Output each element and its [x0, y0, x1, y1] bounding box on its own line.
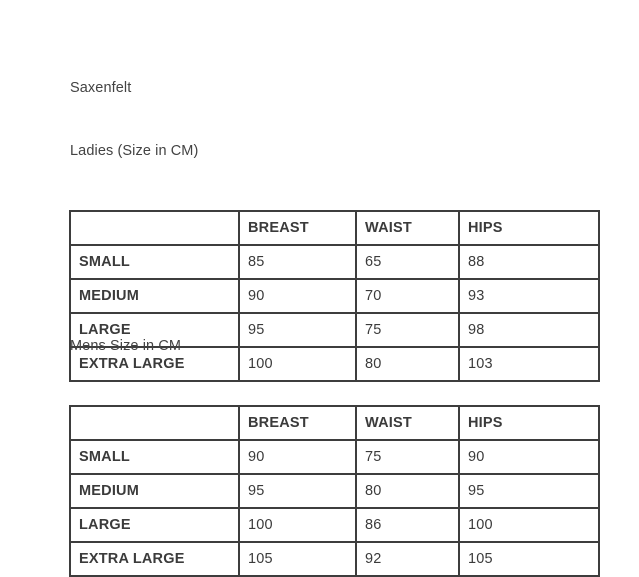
mens-extra-large-waist: 92 [355, 541, 460, 577]
ladies-medium-breast: 90 [238, 278, 357, 314]
mens-row-label-extra-large: EXTRA LARGE [69, 541, 240, 577]
table-row: EXTRA LARGE 100 80 103 [69, 346, 600, 382]
table-row: MEDIUM 90 70 93 [69, 278, 600, 314]
ladies-large-breast: 95 [238, 312, 357, 348]
ladies-caption-subtitle: Ladies (Size in CM) [70, 143, 199, 159]
ladies-header-breast: BREAST [238, 210, 357, 246]
ladies-extra-large-hips: 103 [458, 346, 600, 382]
ladies-row-label-medium: MEDIUM [69, 278, 240, 314]
ladies-extra-large-waist: 80 [355, 346, 460, 382]
mens-row-label-medium: MEDIUM [69, 473, 240, 509]
mens-header-breast: BREAST [238, 405, 357, 441]
table-header-row: BREAST WAIST HIPS [69, 210, 600, 246]
ladies-large-waist: 75 [355, 312, 460, 348]
brand-name: Saxenfelt [70, 80, 132, 96]
mens-medium-hips: 95 [458, 473, 600, 509]
ladies-small-hips: 88 [458, 244, 600, 280]
ladies-header-corner [69, 210, 240, 246]
mens-header-waist: WAIST [355, 405, 460, 441]
ladies-caption: Saxenfelt Ladies (Size in CM) [70, 36, 600, 204]
mens-extra-large-hips: 105 [458, 541, 600, 577]
mens-large-breast: 100 [238, 507, 357, 543]
ladies-size-table: BREAST WAIST HIPS SMALL 85 65 88 MEDIUM … [69, 210, 600, 382]
mens-large-hips: 100 [458, 507, 600, 543]
table-row: SMALL 85 65 88 [69, 244, 600, 280]
ladies-small-waist: 65 [355, 244, 460, 280]
mens-row-label-large: LARGE [69, 507, 240, 543]
mens-small-waist: 75 [355, 439, 460, 475]
mens-row-label-small: SMALL [69, 439, 240, 475]
table-row: LARGE 95 75 98 [69, 312, 600, 348]
mens-medium-waist: 80 [355, 473, 460, 509]
ladies-row-label-large: LARGE [69, 312, 240, 348]
mens-header-corner [69, 405, 240, 441]
table-row: MEDIUM 95 80 95 [69, 473, 600, 509]
mens-size-table: BREAST WAIST HIPS SMALL 90 75 90 MEDIUM … [69, 405, 600, 577]
ladies-header-hips: HIPS [458, 210, 600, 246]
mens-caption: Mens Size in CM [70, 294, 600, 399]
size-chart-sheet: Saxenfelt Ladies (Size in CM) BREAST WAI… [69, 36, 600, 577]
mens-large-waist: 86 [355, 507, 460, 543]
ladies-medium-hips: 93 [458, 278, 600, 314]
mens-extra-large-breast: 105 [238, 541, 357, 577]
ladies-row-label-small: SMALL [69, 244, 240, 280]
ladies-row-label-extra-large: EXTRA LARGE [69, 346, 240, 382]
ladies-medium-waist: 70 [355, 278, 460, 314]
mens-size-chart-block: Mens Size in CM BREAST WAIST HIPS SMALL … [69, 294, 600, 577]
mens-header-hips: HIPS [458, 405, 600, 441]
ladies-large-hips: 98 [458, 312, 600, 348]
table-header-row: BREAST WAIST HIPS [69, 405, 600, 441]
ladies-small-breast: 85 [238, 244, 357, 280]
table-row: EXTRA LARGE 105 92 105 [69, 541, 600, 577]
mens-small-breast: 90 [238, 439, 357, 475]
ladies-header-waist: WAIST [355, 210, 460, 246]
table-row: SMALL 90 75 90 [69, 439, 600, 475]
mens-small-hips: 90 [458, 439, 600, 475]
ladies-extra-large-breast: 100 [238, 346, 357, 382]
mens-caption-title: Mens Size in CM [70, 338, 182, 354]
mens-medium-breast: 95 [238, 473, 357, 509]
table-row: LARGE 100 86 100 [69, 507, 600, 543]
ladies-size-chart-block: Saxenfelt Ladies (Size in CM) BREAST WAI… [69, 36, 600, 382]
